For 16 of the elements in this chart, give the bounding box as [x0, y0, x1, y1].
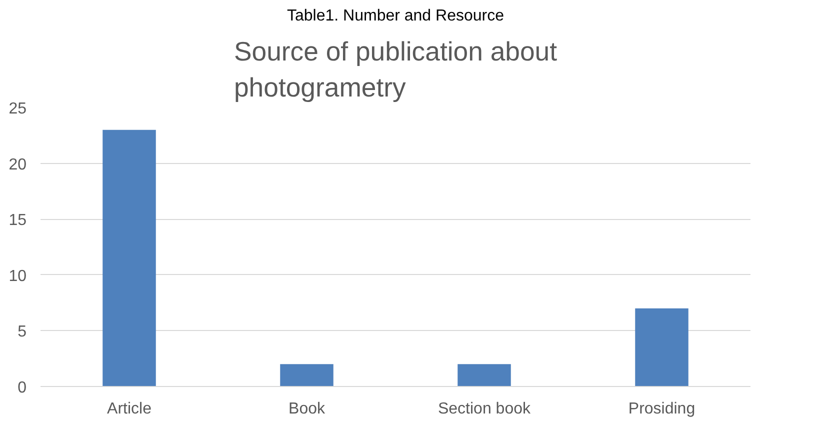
- bar: [102, 130, 156, 386]
- x-tick-label: Book: [288, 400, 326, 418]
- bar: [280, 364, 334, 386]
- chart-title: Source of publication about photogrametry: [234, 36, 558, 102]
- x-tick-label: Article: [107, 400, 152, 418]
- y-tick-label: 25: [8, 100, 27, 118]
- y-tick-label: 20: [8, 156, 27, 174]
- bar: [635, 308, 688, 386]
- y-tick-label: 10: [8, 268, 27, 285]
- caption: Table1. Number and Resource: [286, 8, 504, 24]
- bar: [458, 364, 511, 386]
- y-tick-label: 5: [18, 324, 27, 341]
- x-tick-label: Prosiding: [628, 400, 696, 418]
- y-tick-label: 0: [18, 380, 27, 396]
- x-tick-label: Section book: [438, 400, 532, 418]
- y-tick-label: 15: [8, 212, 27, 230]
